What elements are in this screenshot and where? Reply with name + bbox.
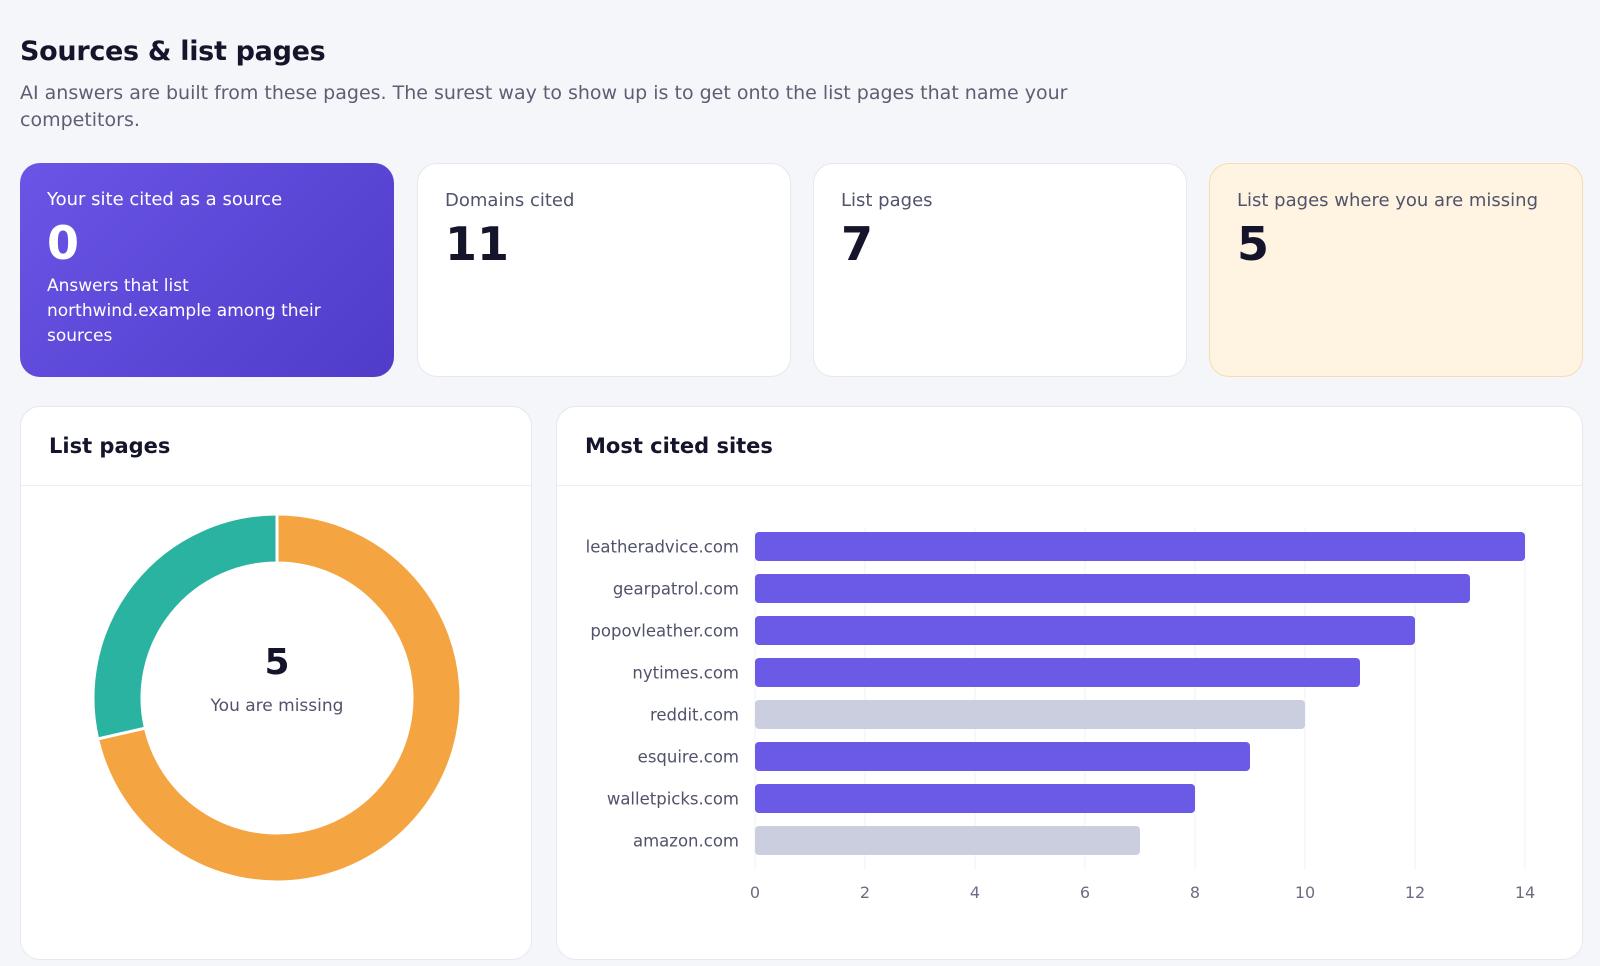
x-tick-label: 2 [860,883,870,902]
stat-label: List pages [841,190,933,211]
stat-label: Domains cited [445,190,575,211]
x-tick-label: 6 [1080,883,1090,902]
y-category-label: gearpatrol.com [613,580,739,599]
y-category-label: popovleather.com [590,622,739,641]
bar[interactable] [755,532,1525,561]
bar-chart: leatheradvice.com gearpatrol.com popovleat… [586,528,1535,902]
stat-value: 5 [1237,217,1270,271]
bar[interactable] [755,574,1470,603]
bar[interactable] [755,826,1140,855]
x-tick-label: 0 [750,883,760,902]
y-category-label: walletpicks.com [607,790,739,809]
x-tick-label: 8 [1190,883,1200,902]
bar[interactable] [755,700,1305,729]
stat-value: 7 [841,217,874,271]
stat-card-list-pages: List pages 7 [813,163,1187,377]
y-category-label: leatheradvice.com [586,538,739,557]
panel-title: Most cited sites [557,407,1582,486]
stat-value: 0 [47,216,80,270]
bar[interactable] [755,742,1250,771]
page-subtitle: AI answers are built from these pages. T… [20,82,1068,131]
bar[interactable] [755,616,1415,645]
stat-card-domains-cited: Domains cited 11 [417,163,791,377]
donut-slice-not-mentioned[interactable] [95,512,463,884]
stat-label: Your site cited as a source [47,189,283,210]
y-category-label: nytimes.com [632,664,739,683]
page-title: Sources & list pages [20,36,326,67]
stat-label: List pages where you are missing [1237,190,1538,211]
donut-slice-mentioned[interactable] [91,512,279,741]
stat-card-site-cited: Your site cited as a source 0 Answers th… [20,163,394,377]
x-tick-label: 14 [1515,883,1535,902]
y-category-label: amazon.com [633,832,739,851]
donut-center-value: 5 [264,642,289,683]
stat-card-missing: List pages where you are missing 5 [1209,163,1583,377]
donut-center-label: You are missing [210,696,344,716]
bar[interactable] [755,658,1360,687]
stat-value: 11 [445,217,510,271]
x-tick-label: 12 [1405,883,1425,902]
panel-title: List pages [21,407,531,486]
x-tick-label: 10 [1295,883,1315,902]
stat-note: Answers that list northwind.example amon… [47,276,321,346]
donut-chart: 5 You are missing [91,512,463,884]
y-category-label: esquire.com [638,748,739,767]
x-tick-label: 4 [970,883,980,902]
bar[interactable] [755,784,1195,813]
list-pages-panel: List pages 5 You are missing Not mention… [20,406,532,960]
y-category-label: reddit.com [650,706,739,725]
most-cited-panel: Most cited sites leatheradvice.com gearpa… [556,406,1583,960]
